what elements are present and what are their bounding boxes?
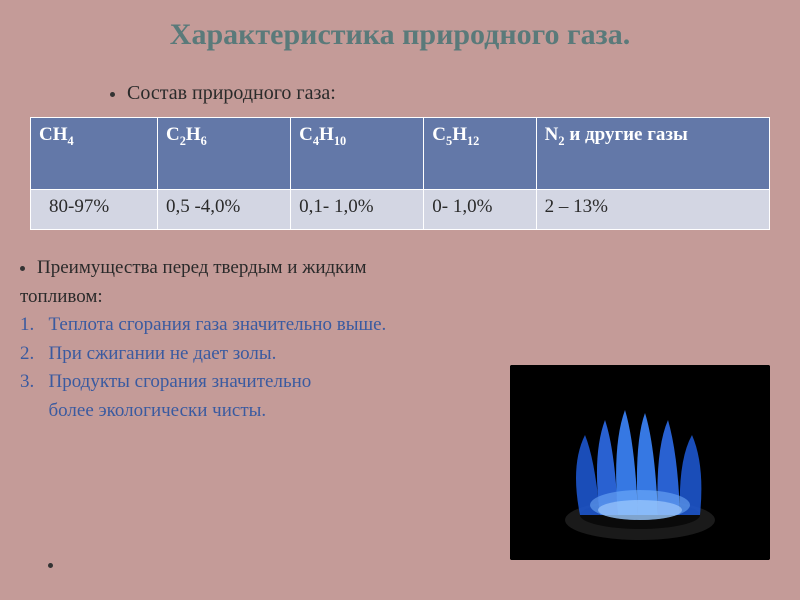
col-c2h6: С2Н6 [157, 118, 290, 190]
adv-h1: Преимущества перед твердым и жидким [37, 257, 367, 278]
col-c4h10: С4Н10 [291, 118, 424, 190]
txt: Продукты сгорания значительно [49, 371, 312, 392]
col-c5h12: С5Н12 [424, 118, 536, 190]
cell-n2: 2 – 13% [536, 190, 769, 230]
f-sub: 4 [68, 134, 74, 148]
f-base: Н [186, 124, 201, 145]
num: 2. [20, 343, 34, 364]
f-base: CH [39, 124, 68, 145]
f-base: Н [319, 124, 334, 145]
table-header-row: CH4 С2Н6 С4Н10 С5Н12 N2 и другие газы [31, 118, 770, 190]
advantages-header: Преимущества перед твердым и жидким [20, 254, 800, 283]
flame-svg [510, 365, 770, 560]
page-title: Характеристика природного газа. [0, 0, 800, 52]
bullet-icon [110, 92, 115, 97]
txt: более экологически чисты. [49, 400, 267, 421]
f-base: Н [452, 124, 467, 145]
advantage-item: 1. Теплота сгорания газа значительно выш… [20, 311, 800, 340]
gas-flame-image [510, 365, 770, 560]
f-base: С [166, 124, 180, 145]
cell-c2h6: 0,5 -4,0% [157, 190, 290, 230]
subtitle-text: Состав природного газа: [127, 82, 336, 104]
table-data-row: 80-97% 0,5 -4,0% 0,1- 1,0% 0- 1,0% 2 – 1… [31, 190, 770, 230]
f-base: С [299, 124, 313, 145]
num: 1. [20, 314, 34, 335]
col-n2-other: N2 и другие газы [536, 118, 769, 190]
cell-c5h12: 0- 1,0% [424, 190, 536, 230]
txt: При сжигании не дает золы. [49, 343, 277, 364]
composition-table: CH4 С2Н6 С4Н10 С5Н12 N2 и другие газы 80… [30, 117, 770, 230]
f-sub: 6 [201, 134, 207, 148]
f-sub: 12 [467, 134, 479, 148]
cell-ch4: 80-97% [31, 190, 158, 230]
f-rest: и другие газы [565, 124, 688, 145]
txt: Теплота сгорания газа значительно выше. [49, 314, 387, 335]
num: 3. [20, 371, 34, 392]
bullet-icon [20, 266, 25, 271]
f-base: С [432, 124, 446, 145]
cell-c4h10: 0,1- 1,0% [291, 190, 424, 230]
advantage-item: 2. При сжигании не дает золы. [20, 340, 800, 369]
advantages-header-2: топливом: [20, 283, 800, 312]
col-ch4: CH4 [31, 118, 158, 190]
f-sub: 10 [334, 134, 346, 148]
f-base: N [545, 124, 559, 145]
bullet-icon [48, 563, 53, 568]
composition-subtitle: Состав природного газа: [110, 82, 800, 105]
